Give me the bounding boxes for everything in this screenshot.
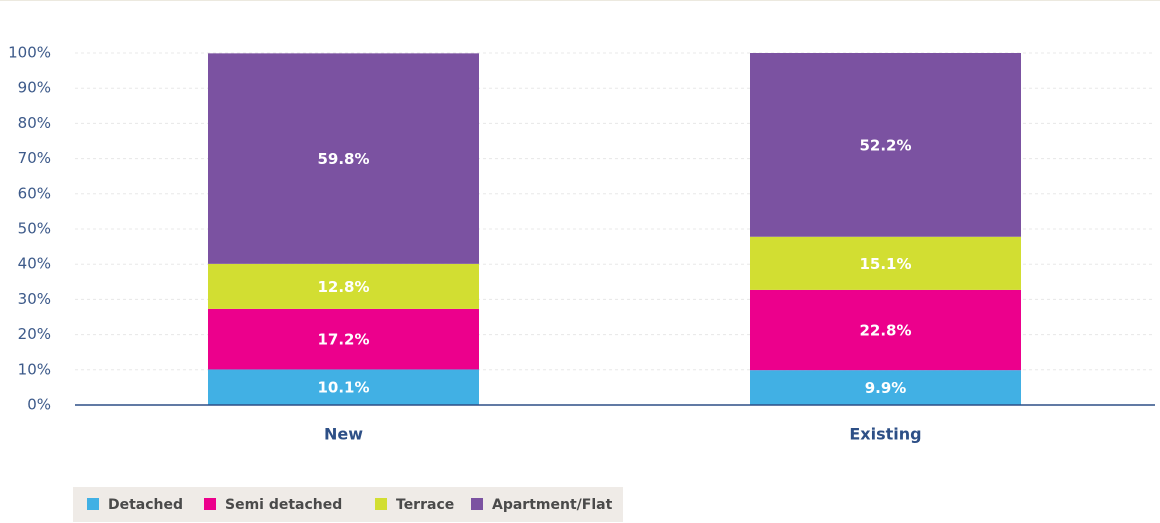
- data-label: 15.1%: [859, 255, 911, 273]
- y-tick-label: 30%: [18, 290, 51, 308]
- y-tick-label: 50%: [18, 220, 51, 238]
- y-tick-label: 80%: [18, 114, 51, 132]
- data-label: 10.1%: [317, 379, 369, 397]
- data-label: 9.9%: [865, 379, 907, 397]
- bar-segment: [208, 263, 479, 309]
- bar-segment: [208, 53, 479, 264]
- bar-segment: [208, 308, 479, 370]
- data-label: 59.8%: [317, 150, 369, 168]
- data-label: 17.2%: [317, 331, 369, 349]
- legend-swatch: [87, 498, 99, 510]
- legend-label: Semi detached: [225, 497, 342, 513]
- y-tick-label: 90%: [18, 79, 51, 97]
- legend-swatch: [204, 498, 216, 510]
- y-tick-label: 70%: [18, 149, 51, 167]
- y-tick-label: 100%: [8, 44, 51, 62]
- x-tick-label: Existing: [849, 425, 921, 444]
- legend-swatch: [375, 498, 387, 510]
- bar-segment: [208, 369, 479, 405]
- y-tick-label: 0%: [27, 396, 51, 414]
- y-tick-label: 10%: [18, 360, 51, 378]
- bar-segment: [750, 53, 1021, 237]
- x-tick-label: New: [324, 425, 363, 444]
- legend-label: Detached: [108, 497, 183, 513]
- legend-swatch: [471, 498, 483, 510]
- y-tick-label: 60%: [18, 184, 51, 202]
- legend-label: Apartment/Flat: [492, 497, 613, 513]
- legend-box: [73, 487, 623, 522]
- bar-segment: [750, 289, 1021, 371]
- data-label: 22.8%: [859, 322, 911, 340]
- data-label: 52.2%: [859, 136, 911, 154]
- y-tick-label: 20%: [18, 325, 51, 343]
- bar-segment: [750, 370, 1021, 405]
- bar-segment: [750, 236, 1021, 290]
- y-tick-label: 40%: [18, 255, 51, 273]
- legend-label: Terrace: [396, 497, 454, 513]
- data-label: 12.8%: [317, 278, 369, 296]
